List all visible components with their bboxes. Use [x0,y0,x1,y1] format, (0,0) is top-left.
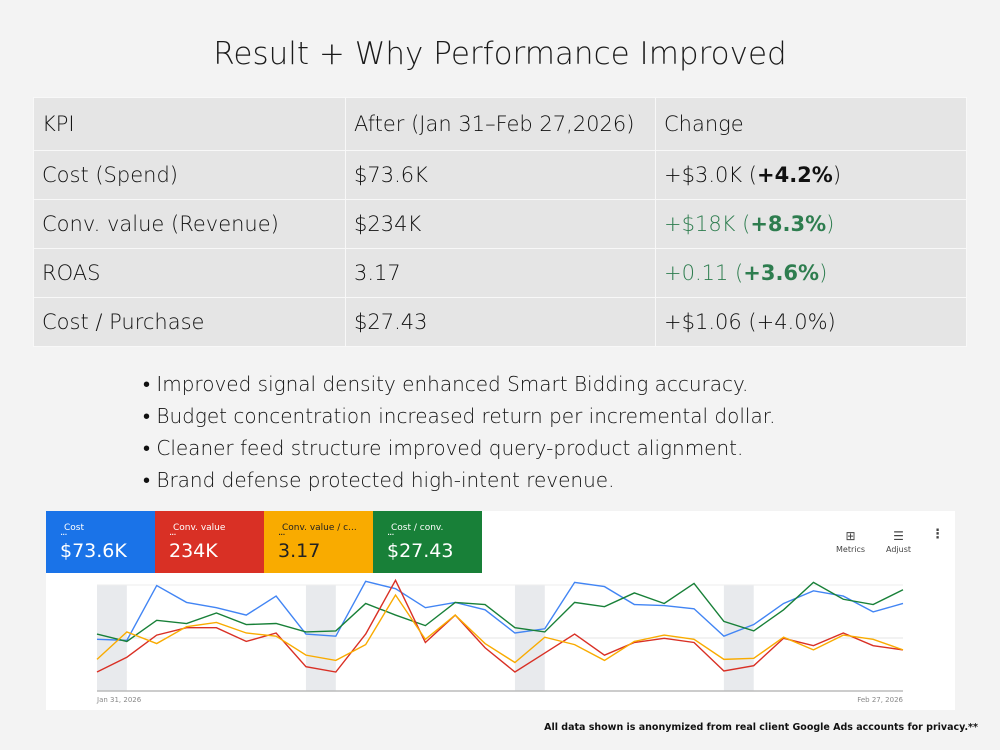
after-cell: $73.6K [345,150,656,200]
x-end-label: Feb 27, 2026 [857,696,903,704]
footer-note: All data shown is anonymized from real c… [544,722,978,733]
metric-value: $27.43 [387,540,454,562]
header-kpi: KPI [33,97,346,151]
metric-value: 3.17 [278,540,321,562]
series-line [96,593,904,664]
metric-value: 234K [169,540,218,562]
kpi-table: KPI After (Jan 31–Feb 27,2026) Change Co… [33,97,967,347]
metric-tile[interactable]: ... Conv. value 234K [155,511,264,573]
bullet-list: • Improved signal density enhanced Smart… [143,368,775,496]
metric-tile[interactable]: ... Cost $73.6K [46,511,155,573]
bullet-item: • Cleaner feed structure improved query-… [143,436,744,460]
table-row: ROAS 3.17 +0.11 (+3.6%) [33,248,967,298]
series-line [96,578,904,673]
header-change: Change [655,97,967,151]
series-line [96,580,904,642]
metrics-button[interactable]: ⊞ Metrics [836,529,866,554]
table-header-row: KPI After (Jan 31–Feb 27,2026) Change [33,97,967,151]
kpi-cell: Cost / Purchase [33,297,346,347]
change-cell: +$1.06 (+4.0%) [655,297,967,347]
page-title: Result + Why Performance Improved [213,36,787,72]
tune-icon: ☰ [893,529,904,543]
bullet-item: • Budget concentration increased return … [143,404,776,428]
kpi-cell: ROAS [33,248,346,298]
metric-value: $73.6K [60,540,127,562]
add-chart-icon: ⊞ [845,529,856,543]
after-cell: 3.17 [345,248,656,298]
header-after: After (Jan 31–Feb 27,2026) [345,97,656,151]
kpi-cell: Cost (Spend) [33,150,346,200]
after-cell: $27.43 [345,297,656,347]
change-cell: +$3.0K (+4.2%) [655,150,967,200]
x-start-label: Jan 31, 2026 [96,696,142,704]
table-row: Conv. value (Revenue) $234K +$18K (+8.3%… [33,199,967,249]
metric-tile[interactable]: ... Cost / conv. $27.43 [373,511,482,573]
bullet-item: • Improved signal density enhanced Smart… [143,372,749,396]
after-cell: $234K [345,199,656,249]
more-icon: ... [387,527,394,538]
change-cell: +$18K (+8.3%) [655,199,967,249]
adjust-button[interactable]: ☰ Adjust [886,529,912,554]
bullet-item: • Brand defense protected high-intent re… [143,468,615,492]
change-cell: +0.11 (+3.6%) [655,248,967,298]
table-row: Cost / Purchase $27.43 +$1.06 (+4.0%) [33,297,967,347]
kpi-cell: Conv. value (Revenue) [33,199,346,249]
more-icon: ... [60,527,67,538]
more-icon: ... [278,527,285,538]
metric-tile[interactable]: ... Conv. value / c... 3.17 [264,511,373,573]
more-icon: ... [169,527,176,538]
performance-card: ... Cost $73.6K... Conv. value 234K... Conv. … [46,511,955,710]
table-row: Cost (Spend) $73.6K +$3.0K (+4.2%) [33,150,967,200]
series-line [96,581,904,643]
performance-line-chart: Jan 31, 2026 Feb 27, 2026 [96,578,904,704]
